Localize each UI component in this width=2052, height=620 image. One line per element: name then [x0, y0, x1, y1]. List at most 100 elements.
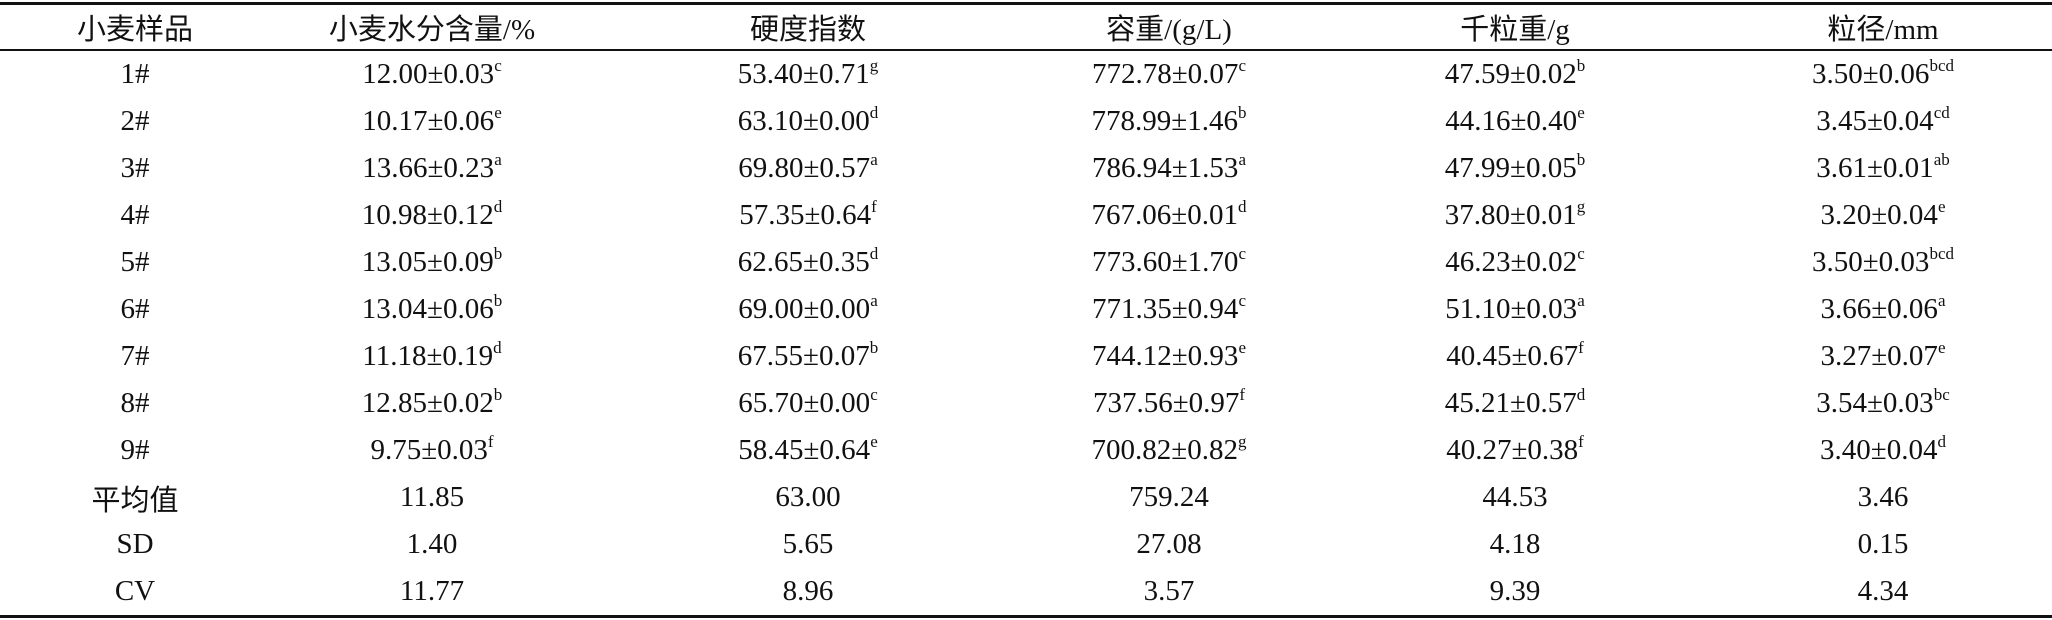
- table-cell: 3.27±0.07e: [1714, 333, 2052, 380]
- significance-letter: e: [1937, 197, 1946, 216]
- significance-letter: d: [1576, 385, 1586, 404]
- table-cell: 9.75±0.03f: [270, 427, 594, 474]
- cell-value: 67.55±0.07: [737, 340, 870, 372]
- header-row: 小麦样品 小麦水分含量/% 硬度指数 容重/(g/L) 千粒重/g 粒径/mm: [0, 3, 2052, 51]
- table-cell: 3.50±0.03bcd: [1714, 239, 2052, 286]
- cell-value: 737.56±0.97: [1092, 387, 1240, 419]
- table-cell: 2#: [120, 105, 150, 137]
- significance-letter: g: [869, 56, 879, 75]
- cell-value: 47.99±0.05: [1444, 152, 1577, 184]
- table-cell: 1.40: [406, 528, 458, 560]
- table-cell: 8.96: [782, 575, 834, 607]
- significance-letter: e: [1238, 338, 1246, 357]
- cell-value: 772.78±0.07: [1092, 58, 1239, 90]
- table-cell: 平均值: [91, 484, 179, 517]
- cell-value: 3.61±0.01: [1816, 152, 1934, 184]
- table-cell: 13.05±0.09b: [270, 239, 594, 286]
- significance-letter: f: [487, 432, 494, 451]
- cell-value: 767.06±0.01: [1091, 199, 1238, 231]
- cell-value: 12.85±0.02: [361, 387, 494, 419]
- table-cell: 3.50±0.06bcd: [1714, 50, 2052, 98]
- table-cell: 69.80±0.57a: [594, 145, 1022, 192]
- significance-letter: a: [870, 150, 878, 169]
- table-cell: 46.23±0.02c: [1316, 239, 1714, 286]
- table-cell: 40.27±0.38f: [1316, 427, 1714, 474]
- cell-value: 744.12±0.93: [1092, 340, 1239, 372]
- table-row: 2# 10.17±0.06e 63.10±0.00d 778.99±1.46b 44.1…: [0, 98, 2052, 145]
- significance-letter: e: [870, 432, 878, 451]
- table-cell: 47.59±0.02b: [1316, 50, 1714, 98]
- significance-letter: ab: [1933, 150, 1950, 169]
- cell-value: 65.70±0.00: [738, 387, 871, 419]
- table-cell: 51.10±0.03a: [1316, 286, 1714, 333]
- cell-value: 3.50±0.06: [1812, 58, 1930, 90]
- significance-letter: d: [493, 338, 502, 357]
- table-row: CV 11.77 8.96 3.57 9.39 4.34: [0, 568, 2052, 617]
- cell-value: 13.05±0.09: [361, 246, 494, 278]
- table-cell: 3.46: [1857, 481, 1909, 513]
- table-cell: 4.34: [1857, 575, 1909, 607]
- table-cell: 767.06±0.01d: [1022, 192, 1316, 239]
- cell-value: 45.21±0.57: [1444, 387, 1577, 419]
- table-cell: 8#: [120, 387, 150, 419]
- table-row: 5# 13.05±0.09b 62.65±0.35d 773.60±1.70c 46.2…: [0, 239, 2052, 286]
- significance-letter: g: [1576, 197, 1586, 216]
- significance-letter: c: [1238, 244, 1246, 263]
- header-cell: 容重/(g/L): [1022, 3, 1316, 51]
- cell-value: 3.20±0.04: [1820, 199, 1938, 231]
- table-cell: 12.00±0.03c: [270, 50, 594, 98]
- cell-value: 40.27±0.38: [1446, 434, 1579, 466]
- significance-letter: d: [1237, 197, 1247, 216]
- table-cell: 27.08: [1136, 528, 1202, 560]
- cell-value: 57.35±0.64: [739, 199, 872, 231]
- cell-value: 47.59±0.02: [1444, 58, 1577, 90]
- cell-value: 40.45±0.67: [1446, 340, 1579, 372]
- significance-letter: b: [1576, 56, 1586, 75]
- significance-letter: f: [1578, 432, 1584, 451]
- table-cell: 3.66±0.06a: [1714, 286, 2052, 333]
- table-cell: 773.60±1.70c: [1022, 239, 1316, 286]
- table-row: 4# 10.98±0.12d 57.35±0.64f 767.06±0.01d 37.8…: [0, 192, 2052, 239]
- table-row: 1# 12.00±0.03c 53.40±0.71g 772.78±0.07c 47.5…: [0, 50, 2052, 98]
- significance-letter: c: [1577, 244, 1585, 263]
- table-cell: 4#: [120, 199, 150, 231]
- table-cell: 69.00±0.00a: [594, 286, 1022, 333]
- significance-letter: a: [494, 150, 502, 169]
- table-cell: 4.18: [1489, 528, 1541, 560]
- table-cell: 63.00: [775, 481, 841, 513]
- table-row: 7# 11.18±0.19d 67.55±0.07b 744.12±0.93e 40.4…: [0, 333, 2052, 380]
- table-cell: 11.77: [399, 575, 465, 607]
- significance-letter: e: [1577, 103, 1585, 122]
- significance-letter: bcd: [1929, 244, 1954, 263]
- header-cell: 小麦样品: [0, 3, 270, 51]
- table-cell: 3#: [120, 152, 150, 184]
- table-cell: 3.40±0.04d: [1714, 427, 2052, 474]
- table-cell: 10.17±0.06e: [270, 98, 594, 145]
- table-cell: 65.70±0.00c: [594, 380, 1022, 427]
- table-cell: 10.98±0.12d: [270, 192, 594, 239]
- cell-value: 53.40±0.71: [737, 58, 870, 90]
- cell-value: 12.00±0.03: [362, 58, 495, 90]
- significance-letter: f: [871, 197, 877, 216]
- table-row: SD 1.40 5.65 27.08 4.18 0.15: [0, 521, 2052, 568]
- significance-letter: b: [493, 291, 503, 310]
- table-row: 平均值 11.85 63.00 759.24 44.53 3.46: [0, 474, 2052, 521]
- table-cell: 737.56±0.97f: [1022, 380, 1316, 427]
- table-cell: 11.85: [399, 481, 465, 513]
- cell-value: 13.66±0.23: [362, 152, 495, 184]
- cell-value: 13.04±0.06: [361, 293, 494, 325]
- table-cell: 57.35±0.64f: [594, 192, 1022, 239]
- table-cell: 6#: [120, 293, 150, 325]
- significance-letter: c: [870, 385, 878, 404]
- significance-letter: b: [869, 338, 879, 357]
- significance-letter: a: [870, 291, 878, 310]
- table-cell: 5.65: [782, 528, 834, 560]
- table-cell: 5#: [120, 246, 150, 278]
- table-cell: 771.35±0.94c: [1022, 286, 1316, 333]
- cell-value: 62.65±0.35: [737, 246, 870, 278]
- cell-value: 3.66±0.06: [1820, 293, 1938, 325]
- table-cell: 3.45±0.04cd: [1714, 98, 2052, 145]
- significance-letter: f: [1578, 338, 1584, 357]
